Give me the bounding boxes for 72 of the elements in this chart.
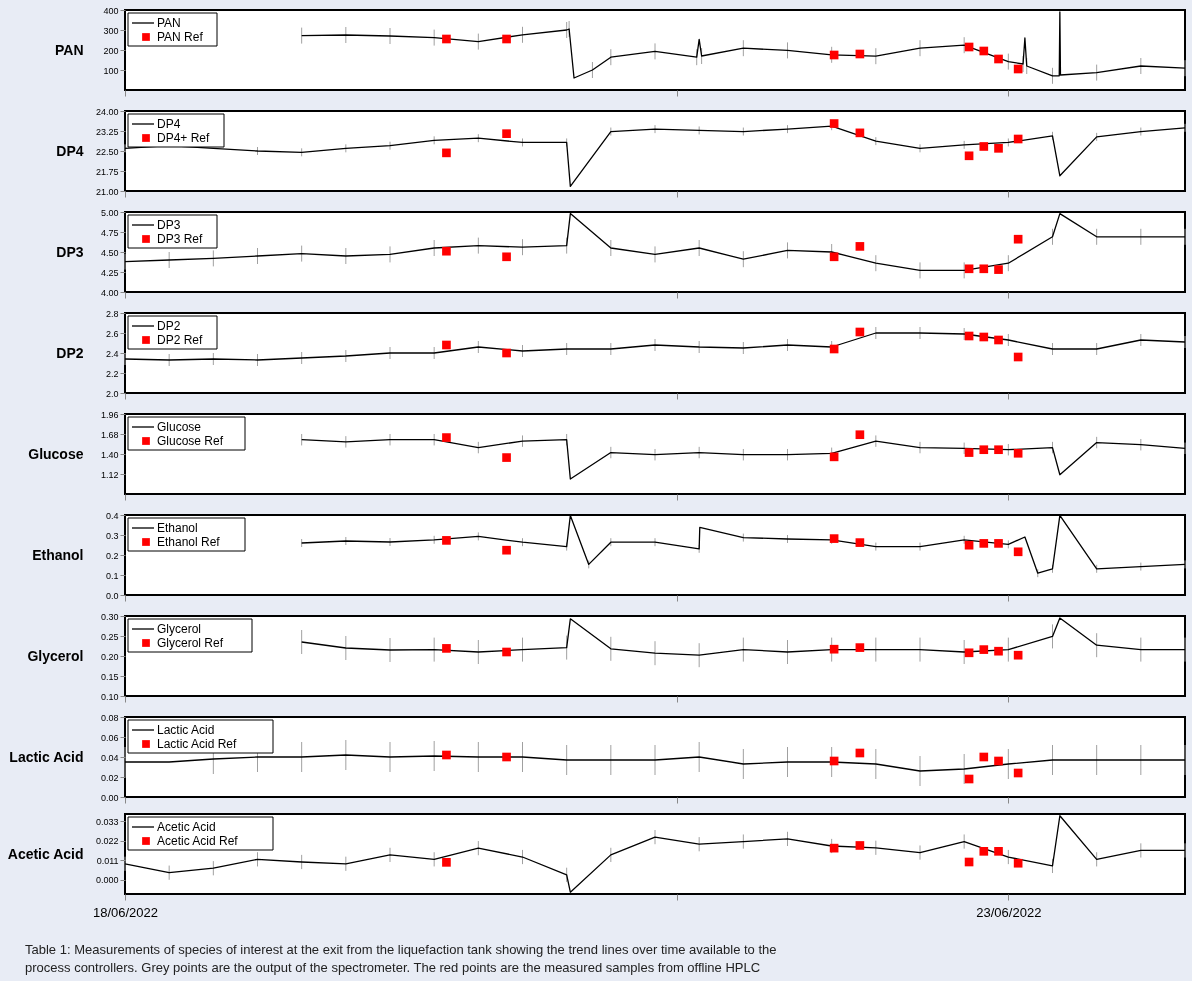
y-axis-title: Glycerol bbox=[27, 647, 84, 664]
legend-label: Ethanol bbox=[157, 521, 198, 535]
y-tick-label: 0.022 bbox=[95, 836, 119, 847]
caption: Table 1: Measurements of species of interest at the exit from the liquefaction tank showing the trend lines over time available to the process controllers. Grey points are the output of the spectrometer. The red points are the measured samples from offline HPLC bbox=[25, 942, 777, 975]
y-axis-title: Ethanol bbox=[32, 546, 84, 563]
legend-label: DP3 bbox=[157, 218, 181, 232]
legend-label: Glucose bbox=[157, 420, 202, 434]
y-tick-label: 4.75 bbox=[100, 227, 119, 238]
legend-label: Acetic Acid Ref bbox=[157, 834, 239, 848]
y-tick-label: 1.40 bbox=[100, 449, 119, 460]
y-tick-label: 0.02 bbox=[100, 772, 119, 783]
legend-label: Glycerol bbox=[157, 622, 202, 636]
y-tick-label: 2.2 bbox=[105, 368, 119, 379]
y-tick-label: 0.00 bbox=[100, 792, 119, 803]
y-tick-label: 0.10 bbox=[100, 691, 119, 702]
y-tick-label: 24.00 bbox=[95, 106, 119, 117]
y-axis-title: PAN bbox=[54, 41, 84, 58]
y-tick-label: 23.25 bbox=[95, 126, 119, 137]
legend-label: Glucose Ref bbox=[157, 434, 224, 448]
legend-label: Glycerol Ref bbox=[157, 636, 224, 650]
y-tick-label: 300 bbox=[103, 25, 119, 36]
legend-label: DP3 Ref bbox=[157, 232, 204, 246]
y-axis-title: DP2 bbox=[56, 344, 84, 361]
legend-label: Ethanol Ref bbox=[157, 535, 221, 549]
x-tick-label: 23/06/2022 bbox=[976, 904, 1042, 920]
legend-label: DP2 bbox=[157, 319, 181, 333]
y-tick-label: 2.0 bbox=[105, 388, 119, 399]
y-tick-label: 0.15 bbox=[100, 671, 119, 682]
y-tick-label: 21.75 bbox=[95, 166, 119, 177]
y-tick-label: 1.12 bbox=[100, 469, 119, 480]
legend-label: PAN bbox=[157, 16, 181, 30]
y-tick-label: 0.0 bbox=[105, 590, 119, 601]
y-tick-label: 22.50 bbox=[95, 146, 119, 157]
y-tick-label: 2.4 bbox=[105, 348, 119, 359]
legend-label: Acetic Acid bbox=[157, 820, 216, 834]
y-tick-label: 0.1 bbox=[105, 570, 119, 581]
y-tick-label: 100 bbox=[103, 65, 119, 76]
y-tick-label: 21.00 bbox=[95, 186, 119, 197]
y-tick-label: 1.68 bbox=[100, 429, 119, 440]
legend-label: DP4+ Ref bbox=[157, 131, 211, 145]
y-tick-label: 2.8 bbox=[105, 308, 119, 319]
y-axis-title: Lactic Acid bbox=[9, 748, 84, 765]
legend-label: Lactic Acid Ref bbox=[157, 737, 238, 751]
y-axis-title: DP4 bbox=[56, 142, 84, 159]
y-tick-label: 0.3 bbox=[105, 530, 119, 541]
y-tick-label: 4.50 bbox=[100, 247, 119, 258]
y-tick-label: 5.00 bbox=[100, 207, 119, 218]
y-tick-label: 0.06 bbox=[100, 732, 119, 743]
legend-label: PAN Ref bbox=[157, 30, 204, 44]
legend-label: DP2 Ref bbox=[157, 333, 204, 347]
y-tick-label: 4.25 bbox=[100, 267, 119, 278]
y-tick-label: 2.6 bbox=[105, 328, 119, 339]
y-tick-label: 0.30 bbox=[100, 611, 119, 622]
legend-label: Lactic Acid bbox=[157, 723, 215, 737]
y-tick-label: 400 bbox=[103, 5, 119, 16]
y-axis-title: Glucose bbox=[28, 445, 84, 462]
y-tick-label: 0.033 bbox=[95, 816, 119, 827]
x-tick-label: 18/06/2022 bbox=[92, 904, 159, 920]
y-tick-label: 0.011 bbox=[96, 855, 119, 866]
y-tick-label: 0.000 bbox=[95, 875, 119, 886]
y-tick-label: 0.08 bbox=[100, 712, 119, 723]
y-axis-title: DP3 bbox=[56, 243, 84, 260]
y-tick-label: 0.4 bbox=[105, 510, 119, 521]
y-tick-label: 0.2 bbox=[105, 550, 119, 561]
y-tick-label: 0.20 bbox=[100, 651, 119, 662]
y-tick-label: 4.00 bbox=[100, 287, 119, 298]
y-tick-label: 0.04 bbox=[100, 752, 119, 763]
y-tick-label: 1.96 bbox=[100, 409, 119, 420]
legend-label: DP4 bbox=[157, 117, 181, 131]
y-tick-label: 0.25 bbox=[100, 631, 119, 642]
y-tick-label: 200 bbox=[103, 45, 119, 56]
y-axis-title: Acetic Acid bbox=[7, 845, 84, 862]
